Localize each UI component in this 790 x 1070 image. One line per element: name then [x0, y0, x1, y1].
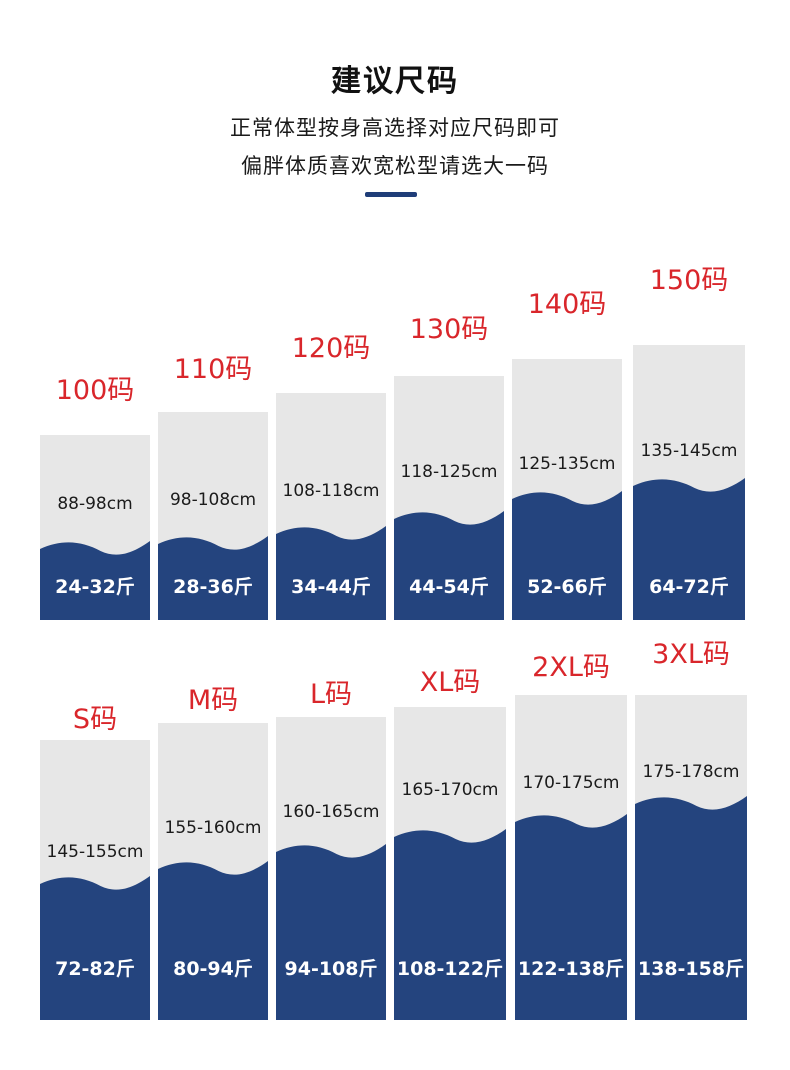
column-graphic [394, 376, 504, 620]
size-label: M码 [187, 685, 239, 716]
weight-range: 34-44斤 [291, 576, 371, 598]
column-wave-fill [515, 814, 627, 1020]
size-label: 110码 [173, 354, 253, 385]
weight-range: 52-66斤 [527, 576, 607, 598]
weight-range: 138-158斤 [637, 958, 745, 980]
height-range: 98-108cm [169, 490, 257, 510]
title-divider [365, 192, 417, 197]
size-column-row1-6 [633, 345, 745, 620]
column-graphic [394, 707, 506, 1020]
height-range: 125-135cm [518, 454, 616, 474]
column-wave-fill [394, 829, 506, 1020]
size-label: XL码 [419, 667, 481, 698]
height-range: 88-98cm [57, 494, 133, 514]
subtitle-line-1: 正常体型按身高选择对应尺码即可 [230, 116, 560, 140]
column-wave-fill [158, 536, 268, 620]
column-graphic [515, 695, 627, 1020]
size-column-row1-2 [158, 412, 268, 620]
size-column-row2-3 [276, 717, 386, 1020]
column-graphic [276, 393, 386, 620]
size-column-row2-5 [515, 695, 627, 1020]
column-wave-fill [40, 541, 150, 620]
size-label: 150码 [649, 265, 729, 296]
height-range: 165-170cm [401, 780, 499, 800]
column-wave-fill [394, 511, 504, 620]
weight-range: 72-82斤 [55, 958, 135, 980]
column-wave-fill [276, 844, 386, 1020]
size-column-row1-4 [394, 376, 504, 620]
column-wave-fill [633, 478, 745, 620]
size-column-row1-5 [512, 359, 622, 620]
column-graphic [635, 695, 747, 1020]
column-graphic [40, 740, 150, 1020]
column-graphic [633, 345, 745, 620]
size-label: L码 [309, 679, 353, 710]
height-range: 175-178cm [642, 762, 740, 782]
column-wave-fill [512, 491, 622, 620]
size-label: 100码 [55, 375, 135, 406]
size-label: 3XL码 [652, 639, 730, 670]
weight-range: 28-36斤 [173, 576, 253, 598]
height-range: 160-165cm [282, 802, 380, 822]
height-range: 145-155cm [46, 842, 144, 862]
subtitle-line-2: 偏胖体质喜欢宽松型请选大一码 [241, 154, 549, 178]
column-graphic [276, 717, 386, 1020]
column-wave-fill [276, 526, 386, 620]
column-graphic [40, 435, 150, 620]
size-label: S码 [72, 704, 118, 735]
height-range: 135-145cm [640, 441, 738, 461]
column-wave-fill [158, 861, 268, 1020]
size-label: 130码 [409, 314, 489, 345]
height-range: 170-175cm [522, 773, 620, 793]
size-label: 120码 [291, 333, 371, 364]
weight-range: 108-122斤 [396, 958, 504, 980]
size-column-row2-1 [40, 740, 150, 1020]
column-graphic [158, 723, 268, 1020]
size-label: 2XL码 [532, 652, 610, 683]
weight-range: 24-32斤 [55, 576, 135, 598]
weight-range: 94-108斤 [284, 958, 378, 980]
weight-range: 80-94斤 [173, 958, 253, 980]
size-column-row2-4 [394, 707, 506, 1020]
column-graphic [158, 412, 268, 620]
size-label: 140码 [527, 289, 607, 320]
size-column-row2-6 [635, 695, 747, 1020]
size-column-row1-1 [40, 435, 150, 620]
column-wave-fill [635, 796, 747, 1020]
height-range: 155-160cm [164, 818, 262, 838]
column-graphic [512, 359, 622, 620]
size-column-row1-3 [276, 393, 386, 620]
weight-range: 64-72斤 [649, 576, 729, 598]
column-wave-fill [40, 876, 150, 1020]
height-range: 118-125cm [400, 462, 498, 482]
page-title: 建议尺码 [331, 64, 459, 99]
weight-range: 122-138斤 [517, 958, 625, 980]
size-column-row2-2 [158, 723, 268, 1020]
height-range: 108-118cm [282, 481, 380, 501]
weight-range: 44-54斤 [409, 576, 489, 598]
